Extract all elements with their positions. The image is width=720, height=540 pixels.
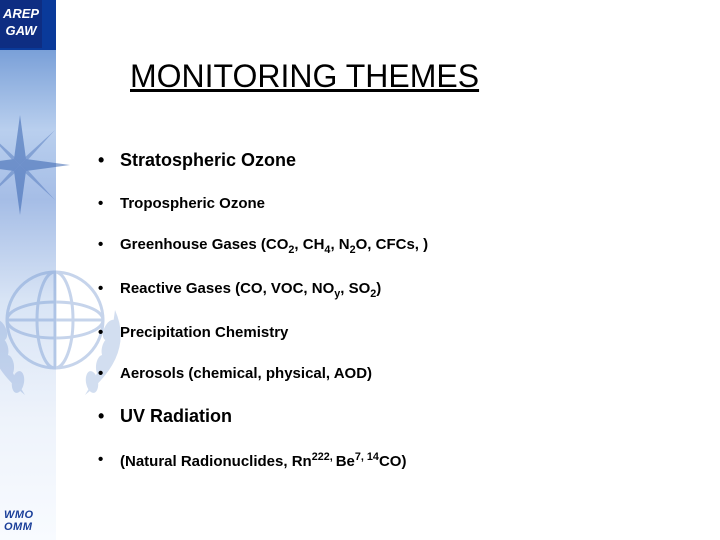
bullet-item: Greenhouse Gases (CO2, CH4, N2O, CFCs, ) <box>98 236 698 256</box>
arep-gaw-badge: AREP GAW <box>0 0 42 48</box>
bullet-item: UV Radiation <box>98 406 698 427</box>
bullet-text: 222, <box>312 451 336 463</box>
bullet-text: Tropospheric Ozone <box>120 195 265 212</box>
badge-line2: GAW <box>5 23 36 38</box>
bullet-text: , SO <box>340 280 370 297</box>
bullet-text: UV Radiation <box>120 406 232 426</box>
bullet-item: Tropospheric Ozone <box>98 195 698 212</box>
bullet-item: Stratospheric Ozone <box>98 150 698 171</box>
bullet-text: CO) <box>379 453 407 470</box>
bullet-text: Reactive Gases (CO, VOC, NO <box>120 280 334 297</box>
bullet-text: (Natural Radionuclides, Rn <box>120 453 312 470</box>
bullet-item: Precipitation Chemistry <box>98 324 698 341</box>
bullet-text: O, CFCs, ) <box>356 236 429 253</box>
page-title: MONITORING THEMES <box>130 58 479 95</box>
bullet-item: Aerosols (chemical, physical, AOD) <box>98 365 698 382</box>
bullet-text: , N <box>330 236 349 253</box>
wmo-footer-logo: WMO OMM <box>4 509 34 534</box>
bullet-list: Stratospheric Ozone Tropospheric Ozone Gre… <box>98 150 698 494</box>
bullet-text: , CH <box>294 236 324 253</box>
wmo-line2: OMM <box>4 521 32 533</box>
wmo-line1: WMO <box>4 509 34 521</box>
compass-rose-icon <box>0 110 70 220</box>
bullet-text: Stratospheric Ozone <box>120 150 296 170</box>
bullet-text: 7, <box>355 451 367 463</box>
bullet-item: (Natural Radionuclides, Rn222, Be7, 14CO… <box>98 451 698 470</box>
bullet-text: 14 <box>367 451 379 463</box>
bullet-text: Precipitation Chemistry <box>120 324 288 341</box>
badge-line1: AREP <box>3 6 39 21</box>
bullet-text: Be <box>336 453 355 470</box>
bullet-text: Greenhouse Gases (CO <box>120 236 288 253</box>
bullet-text: Aerosols (chemical, physical, AOD) <box>120 365 372 382</box>
bullet-item: Reactive Gases (CO, VOC, NOy, SO2) <box>98 280 698 300</box>
bullet-text: ) <box>376 280 381 297</box>
